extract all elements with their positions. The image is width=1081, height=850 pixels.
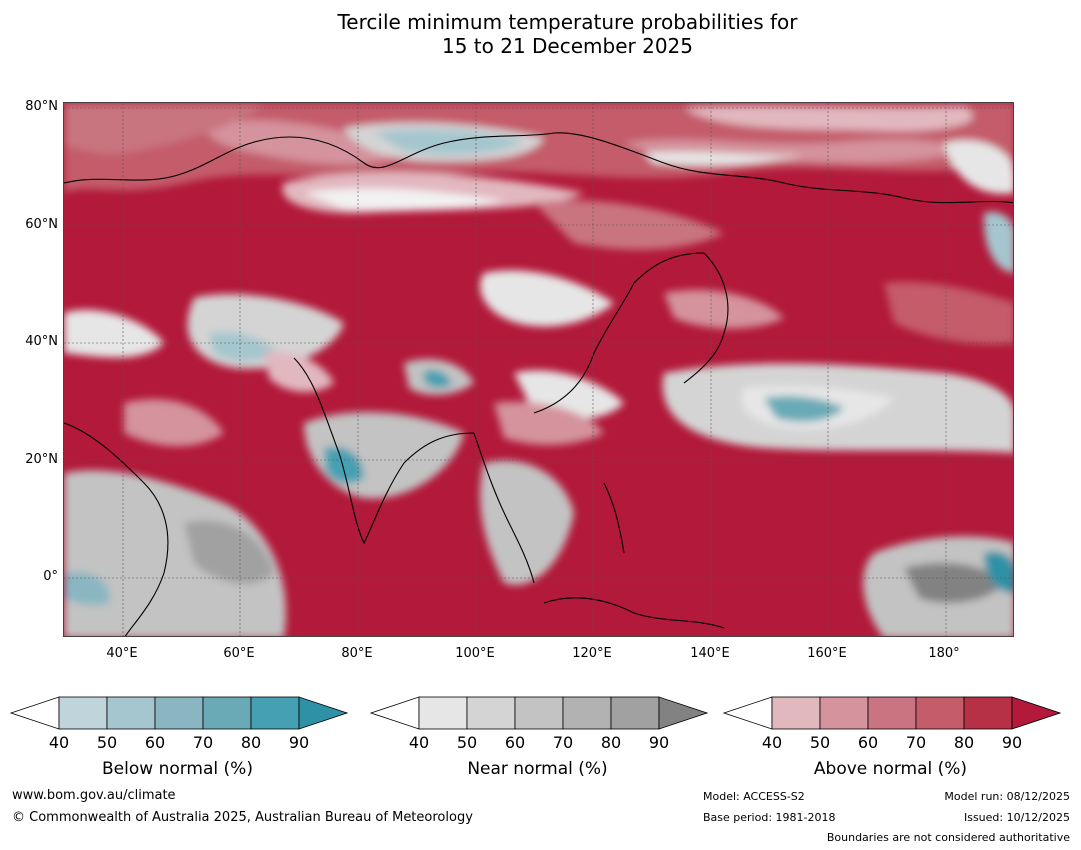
footer-url: www.bom.gov.au/climate	[12, 788, 176, 803]
below-normal-colorbar-tick: 60	[144, 733, 166, 752]
near-normal-colorbar-tick: 80	[600, 733, 622, 752]
near-normal-colorbar	[369, 696, 709, 736]
footer-issued: Issued: 10/12/2025	[963, 811, 1070, 824]
below-normal-colorbar-segment	[250, 696, 300, 730]
below-normal-colorbar-tick: 40	[48, 733, 70, 752]
lon-label-60e: 60°E	[223, 646, 255, 661]
above-normal-colorbar-tick: 60	[857, 733, 879, 752]
lon-label-180: 180°	[928, 646, 960, 661]
footer-disclaimer: Boundaries are not considered authoritat…	[826, 831, 1070, 844]
lat-label-0: 0°	[43, 569, 58, 584]
probability-map	[63, 102, 1014, 637]
near-normal-colorbar-segment	[562, 696, 612, 730]
near-normal-colorbar-segment	[514, 696, 564, 730]
above-normal-colorbar	[722, 696, 1062, 736]
near-normal-colorbar-tick: 70	[552, 733, 574, 752]
below-normal-colorbar	[9, 696, 349, 736]
near-normal-colorbar-tick: 40	[408, 733, 430, 752]
below-normal-colorbar-tick: 80	[240, 733, 262, 752]
lat-label-20n: 20°N	[25, 452, 58, 467]
footer-base-period: Base period: 1981-2018	[703, 811, 836, 824]
below-normal-colorbar-tick: 70	[192, 733, 214, 752]
lon-label-120e: 120°E	[572, 646, 612, 661]
below-normal-colorbar-segment	[106, 696, 156, 730]
lat-label-80n: 80°N	[25, 99, 58, 114]
above-normal-colorbar-segment	[867, 696, 917, 730]
above-normal-colorbar-segment	[915, 696, 965, 730]
near-normal-colorbar-tick: 60	[504, 733, 526, 752]
lon-label-40e: 40°E	[106, 646, 138, 661]
near-normal-colorbar-segment	[466, 696, 516, 730]
below-normal-colorbar-low-end	[9, 696, 60, 730]
above-normal-colorbar-low-end	[722, 696, 773, 730]
above-normal-colorbar-title: Above normal (%)	[813, 759, 968, 779]
lat-label-60n: 60°N	[25, 217, 58, 232]
below-normal-colorbar-tick: 50	[96, 733, 118, 752]
footer-copyright: © Commonwealth of Australia 2025, Austra…	[12, 810, 473, 825]
lon-label-100e: 100°E	[455, 646, 495, 661]
map-title-line2: 15 to 21 December 2025	[441, 34, 693, 58]
coastlines	[64, 132, 1013, 636]
graticule	[64, 103, 1013, 636]
above-normal-colorbar-tick: 40	[761, 733, 783, 752]
above-normal-colorbar-segment	[771, 696, 821, 730]
below-normal-colorbar-segment	[58, 696, 108, 730]
lon-label-140e: 140°E	[690, 646, 730, 661]
above-normal-colorbar-high-end	[1011, 696, 1062, 730]
near-normal-colorbar-title: Near normal (%)	[467, 759, 608, 779]
near-normal-colorbar-tick: 90	[648, 733, 670, 752]
below-normal-colorbar-title: Below normal (%)	[102, 759, 253, 779]
below-normal-colorbar-segment	[154, 696, 204, 730]
map-title-line1: Tercile minimum temperature probabilitie…	[337, 10, 798, 34]
above-normal-colorbar-segment	[819, 696, 869, 730]
map-title: Tercile minimum temperature probabilitie…	[0, 10, 1081, 58]
above-normal-colorbar-tick: 50	[809, 733, 831, 752]
above-normal-colorbar-tick: 80	[953, 733, 975, 752]
footer-model-run: Model run: 08/12/2025	[944, 790, 1070, 803]
below-normal-colorbar-tick: 90	[288, 733, 310, 752]
near-normal-colorbar-tick: 50	[456, 733, 478, 752]
above-normal-colorbar-tick: 70	[905, 733, 927, 752]
below-normal-colorbar-high-end	[298, 696, 349, 730]
lon-label-160e: 160°E	[807, 646, 847, 661]
near-normal-colorbar-low-end	[369, 696, 420, 730]
below-normal-colorbar-segment	[202, 696, 252, 730]
footer-model: Model: ACCESS-S2	[703, 790, 805, 803]
above-normal-colorbar-tick: 90	[1001, 733, 1023, 752]
map-canvas	[64, 103, 1013, 636]
near-normal-colorbar-segment	[610, 696, 660, 730]
above-normal-colorbar-segment	[963, 696, 1013, 730]
lat-label-40n: 40°N	[25, 334, 58, 349]
lon-label-80e: 80°E	[341, 646, 373, 661]
near-normal-colorbar-segment	[418, 696, 468, 730]
near-normal-colorbar-high-end	[658, 696, 709, 730]
